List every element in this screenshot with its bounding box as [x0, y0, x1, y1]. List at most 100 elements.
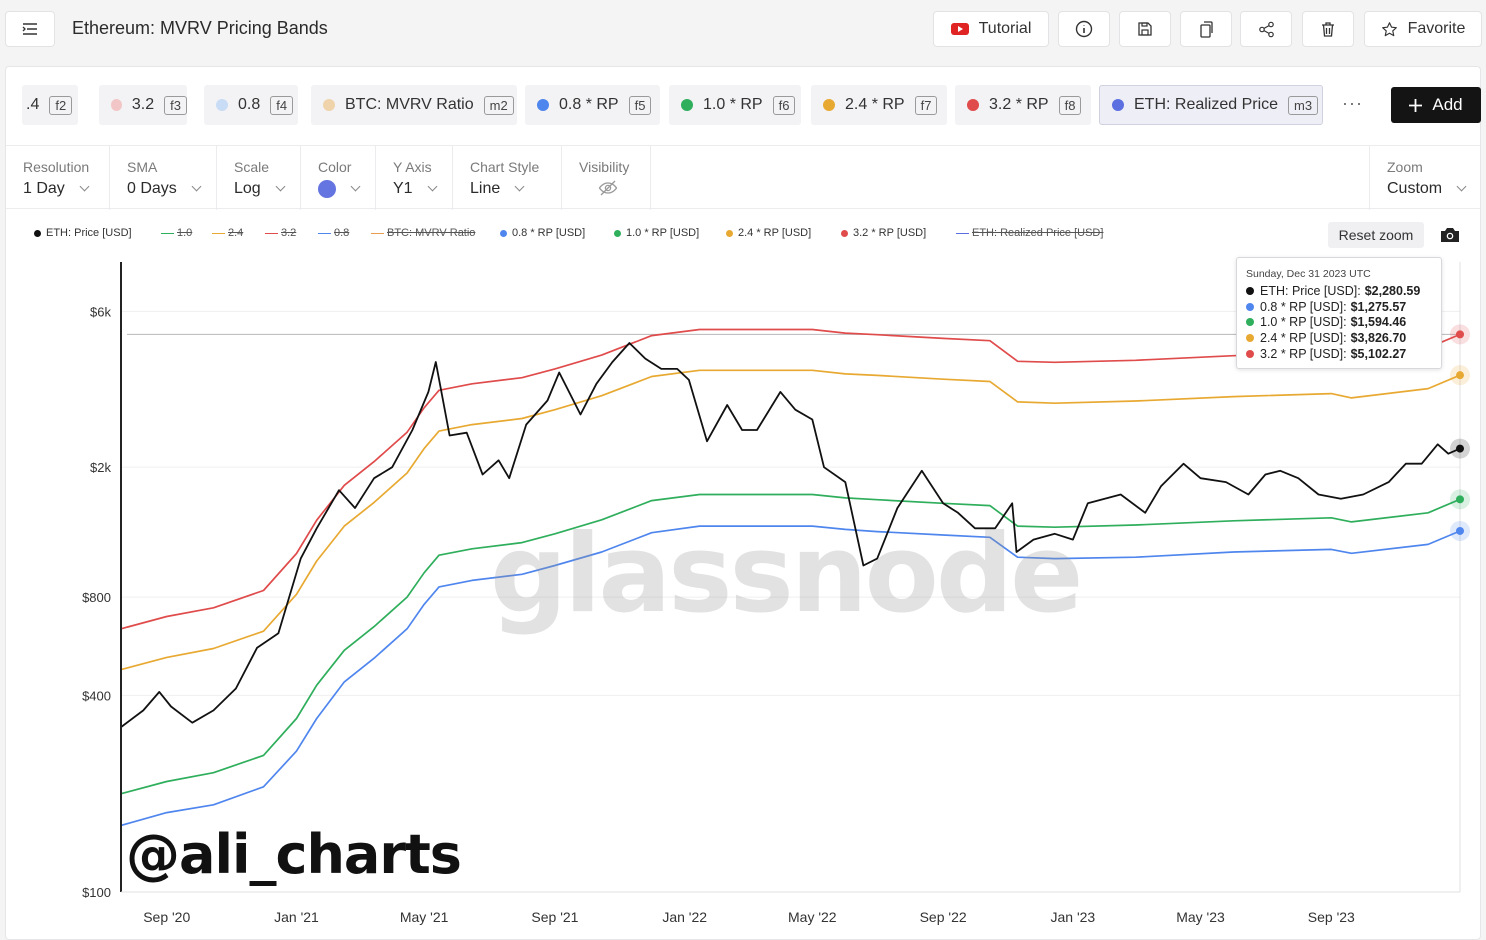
series-end-marker	[1456, 330, 1464, 339]
series-line-0-8-rp-usd	[120, 525, 1461, 827]
scale-control[interactable]: Scale Log	[217, 146, 301, 210]
metric-chip-f4[interactable]: 0.8 f4	[204, 85, 298, 125]
chart-style-control[interactable]: Chart Style Line	[453, 146, 562, 210]
chip-label: 2.4 * RP	[845, 96, 905, 113]
metric-chip-f5[interactable]: 0.8 * RP f5	[525, 85, 660, 125]
metric-chip-f6[interactable]: 1.0 * RP f6	[669, 85, 801, 125]
legend-line-icon	[265, 232, 278, 234]
metric-chip-f3[interactable]: 3.2 f3	[99, 85, 187, 125]
menu-button[interactable]	[5, 11, 55, 47]
legend-3-2-rp[interactable]: 3.2 * RP [USD]	[841, 227, 926, 239]
legend-line-icon	[212, 232, 225, 234]
legend-line-icon	[161, 232, 174, 234]
tooltip-row-value: $1,275.57	[1350, 299, 1407, 314]
legend-0-8[interactable]: 0.8	[318, 227, 349, 239]
x-tick-label: Jan '21	[274, 909, 319, 925]
tooltip-dot-icon	[1246, 302, 1254, 311]
add-metric-button[interactable]: Add	[1391, 87, 1481, 123]
info-button[interactable]	[1058, 11, 1110, 47]
color-dot-icon	[537, 99, 549, 111]
metric-chip-f8[interactable]: 3.2 * RP f8	[955, 85, 1091, 125]
tooltip-row: 2.4 * RP [USD]: $3,826.70	[1246, 330, 1433, 346]
color-swatch	[318, 180, 336, 198]
save-button[interactable]	[1119, 11, 1171, 47]
tooltip-dot-icon	[1246, 318, 1254, 327]
tooltip-row-name: 2.4 * RP [USD]:	[1260, 330, 1347, 345]
legend-3-2[interactable]: 3.2	[265, 227, 296, 239]
chart-controls: Resolution 1 Day SMA 0 Days Scale Log Co…	[6, 145, 1480, 210]
legend-1-0[interactable]: 1.0	[161, 227, 192, 239]
metric-chip-m3[interactable]: ETH: Realized Price m3	[1099, 85, 1323, 125]
tooltip-row: ETH: Price [USD]: $2,280.59	[1246, 283, 1433, 299]
tooltip-dot-icon	[1246, 286, 1254, 295]
screenshot-button[interactable]	[1440, 227, 1460, 248]
legend-label: 0.8 * RP [USD]	[512, 227, 586, 239]
color-label: Color	[318, 159, 352, 175]
favorite-button[interactable]: Favorite	[1364, 11, 1482, 47]
legend-label: BTC: MVRV Ratio	[387, 227, 476, 239]
tooltip-row-name: 0.8 * RP [USD]:	[1260, 299, 1347, 314]
chart-panel: .4 f2 3.2 f3 0.8 f4 BTC: MVRV Ratio m2 0…	[5, 66, 1481, 940]
color-control[interactable]: Color	[301, 146, 376, 210]
legend-dot-icon	[841, 229, 848, 237]
more-metrics-button[interactable]: ···	[1342, 93, 1363, 113]
y-axis-value: Y1	[393, 180, 413, 197]
plus-icon	[1409, 98, 1423, 112]
tooltip-row-name: ETH: Price [USD]:	[1260, 283, 1361, 298]
sma-control[interactable]: SMA 0 Days	[110, 146, 217, 210]
metric-chip-f7[interactable]: 2.4 * RP f7	[811, 85, 947, 125]
star-icon	[1381, 21, 1397, 36]
sma-value: 0 Days	[127, 180, 177, 197]
legend-2-4[interactable]: 2.4	[212, 227, 243, 239]
zoom-control[interactable]: Zoom Custom	[1369, 146, 1480, 210]
legend-line-icon	[956, 232, 969, 234]
share-button[interactable]	[1240, 11, 1292, 47]
chip-key: f4	[270, 95, 294, 115]
color-dot-icon	[823, 99, 835, 111]
legend-eth-realized-price[interactable]: ETH: Realized Price [USD]	[956, 227, 1103, 239]
legend-label: 2.4	[228, 227, 244, 239]
watermark: glassnode	[490, 512, 1083, 637]
chart-style-value: Line	[470, 180, 501, 197]
chip-key: m3	[1288, 95, 1319, 115]
x-tick-label: May '23	[1176, 909, 1225, 925]
visibility-control[interactable]: Visibility	[562, 146, 651, 210]
legend-btc-mvrv[interactable]: BTC: MVRV Ratio	[371, 227, 475, 239]
metric-chip-f2[interactable]: .4 f2	[22, 85, 78, 125]
color-dot-icon	[111, 99, 122, 111]
chip-label: 0.8	[238, 96, 261, 113]
scale-label: Scale	[234, 159, 270, 175]
color-dot-icon	[323, 99, 335, 111]
sma-label: SMA	[127, 159, 158, 175]
chip-label: BTC: MVRV Ratio	[345, 96, 474, 113]
reset-zoom-button[interactable]: Reset zoom	[1328, 222, 1424, 248]
chip-label: ETH: Realized Price	[1134, 96, 1279, 113]
color-dot-icon	[681, 99, 693, 111]
delete-button[interactable]	[1302, 11, 1354, 47]
resolution-control[interactable]: Resolution 1 Day	[6, 146, 110, 210]
chip-key: f2	[49, 95, 73, 115]
chart-tooltip: Sunday, Dec 31 2023 UTC ETH: Price [USD]…	[1236, 257, 1442, 369]
legend-0-8-rp[interactable]: 0.8 * RP [USD]	[500, 227, 585, 239]
legend-line-icon	[318, 232, 331, 234]
legend-dot-icon	[500, 229, 507, 237]
metric-chip-m2[interactable]: BTC: MVRV Ratio m2	[311, 85, 517, 125]
legend-dot-icon	[614, 229, 621, 237]
legend-label: ETH: Price [USD]	[46, 227, 132, 239]
legend-label: 2.4 * RP [USD]	[738, 227, 812, 239]
tooltip-date: Sunday, Dec 31 2023 UTC	[1246, 268, 1371, 280]
copy-button[interactable]	[1180, 11, 1232, 47]
chart-axes: $100 $400 $800 $2k $6k Sep '20 Jan '21 May '21 S…	[82, 262, 1461, 925]
trash-icon	[1322, 21, 1334, 37]
series-line-3-2-rp-usd	[120, 328, 1461, 630]
legend-eth-price[interactable]: ETH: Price [USD]	[34, 227, 132, 239]
metric-chips: .4 f2 3.2 f3 0.8 f4 BTC: MVRV Ratio m2 0…	[22, 85, 1482, 125]
tutorial-button[interactable]: Tutorial	[933, 11, 1049, 47]
scale-value: Log	[234, 180, 261, 197]
legend-label: 1.0 * RP [USD]	[626, 227, 700, 239]
legend-2-4-rp[interactable]: 2.4 * RP [USD]	[726, 227, 811, 239]
y-axis-control[interactable]: Y Axis Y1	[376, 146, 453, 210]
tooltip-row: 0.8 * RP [USD]: $1,275.57	[1246, 299, 1433, 315]
legend-1-0-rp[interactable]: 1.0 * RP [USD]	[614, 227, 699, 239]
